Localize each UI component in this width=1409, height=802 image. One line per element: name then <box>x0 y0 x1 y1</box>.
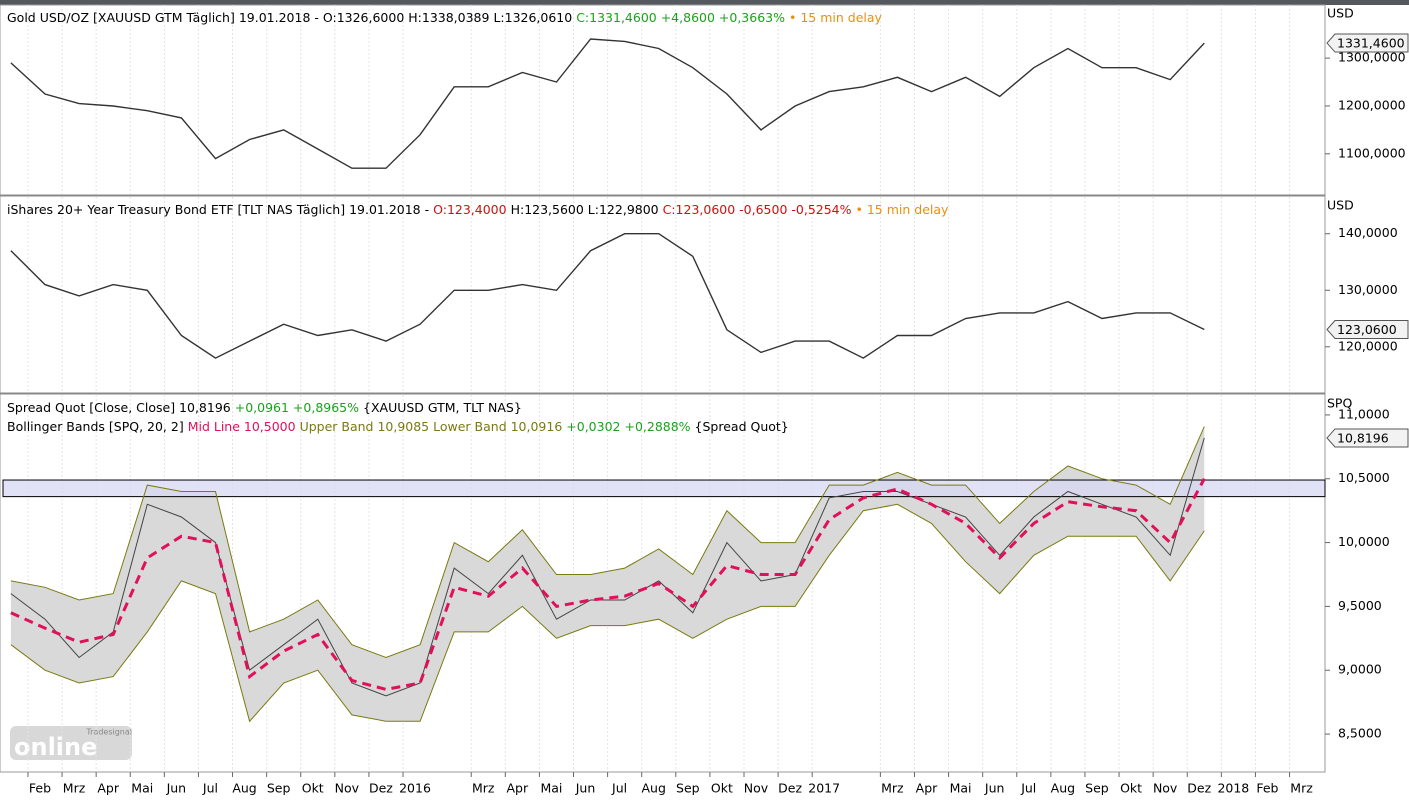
header-part: Upper Band 10,9085 Lower Band 10,0916 <box>300 419 563 434</box>
x-tick-label: Feb <box>1256 781 1278 796</box>
panel-header: Gold USD/OZ [XAUUSD GTM Täglich] 19.01.2… <box>7 10 883 25</box>
highlight-zone <box>2 479 1326 498</box>
y-tick-label: 9,0000 <box>1338 662 1382 677</box>
y-tick-label: 1300,0000 <box>1338 50 1406 65</box>
panel-header: Spread Quot [Close, Close] 10,8196 +0,09… <box>7 400 522 415</box>
panel-header: Bollinger Bands [SPQ, 20, 2] Mid Line 10… <box>7 419 789 434</box>
logo-brand: Tradesignal <box>85 728 132 737</box>
x-tick-label: Aug <box>232 781 256 796</box>
y-tick-label: 1200,0000 <box>1338 97 1406 112</box>
x-tick-label: Mrz <box>472 781 495 796</box>
x-tick-label: Nov <box>1153 781 1178 796</box>
header-part: Mid Line 10,5000 <box>188 419 296 434</box>
x-tick-label: Jun <box>575 781 596 796</box>
y-tick-label: 11,0000 <box>1338 406 1390 421</box>
x-tick-label: Mrz <box>1290 781 1313 796</box>
header-part: {Spread Quot} <box>695 419 789 434</box>
last-value-flag <box>1326 33 1409 53</box>
x-tick-label: Mai <box>950 781 972 796</box>
band-area <box>10 426 1205 722</box>
x-tick-label: Aug <box>641 781 665 796</box>
axis-unit: USD <box>1327 6 1354 21</box>
last-value-label: 1331,4600 <box>1337 36 1405 51</box>
y-tick-label: 130,0000 <box>1338 282 1398 297</box>
x-tick-label: Jul <box>202 781 218 796</box>
plot-frame <box>0 4 1326 773</box>
header-part: O:123,4000 <box>433 202 507 217</box>
axis-unit: SPQ <box>1327 396 1352 411</box>
logo-badge <box>10 726 132 760</box>
panel-header: iShares 20+ Year Treasury Bond ETF [TLT … <box>7 202 949 217</box>
x-tick-label: 2017 <box>808 781 840 796</box>
last-value-flag <box>1326 428 1409 448</box>
y-tick-label: 10,0000 <box>1338 534 1390 549</box>
mid-line <box>10 477 1206 691</box>
x-tick-label: Dez <box>369 781 393 796</box>
last-value-label: 123,0600 <box>1337 322 1397 337</box>
header-part: • 15 min delay <box>789 10 883 25</box>
x-tick-label: Jul <box>1020 781 1036 796</box>
last-value-label: 10,8196 <box>1337 430 1389 445</box>
x-tick-label: Mrz <box>881 781 904 796</box>
top-bar <box>0 0 1409 5</box>
x-tick-label: Mai <box>540 781 562 796</box>
x-tick-label: Apr <box>507 781 529 796</box>
header-part: H:123,5600 L:122,9800 <box>511 202 659 217</box>
header-part: C:1331,4600 +4,8600 +0,3663% <box>576 10 785 25</box>
x-tick-label: Nov <box>744 781 769 796</box>
y-tick-label: 140,0000 <box>1338 225 1398 240</box>
y-tick-label: 10,5000 <box>1338 470 1390 485</box>
x-tick-label: Sep <box>267 781 291 796</box>
header-part: +0,0302 +0,2888% <box>566 419 690 434</box>
x-tick-label: Nov <box>335 781 360 796</box>
header-part: iShares 20+ Year Treasury Bond ETF [TLT … <box>7 202 429 217</box>
x-tick-label: Jun <box>166 781 187 796</box>
x-tick-label: Okt <box>1120 781 1142 796</box>
x-tick-label: Mrz <box>63 781 86 796</box>
price-line <box>10 233 1205 359</box>
spread-line <box>10 437 1205 697</box>
header-part: Bollinger Bands [SPQ, 20, 2] <box>7 419 184 434</box>
header-part: • 15 min delay <box>856 202 950 217</box>
x-tick-label: 2018 <box>1217 781 1249 796</box>
x-tick-label: Apr <box>916 781 938 796</box>
header-part: C:123,0600 -0,6500 -0,5254% <box>663 202 852 217</box>
x-tick-label: Dez <box>778 781 802 796</box>
y-tick-label: 8,5000 <box>1338 726 1382 741</box>
axis-unit: USD <box>1327 198 1354 213</box>
x-tick-label: Sep <box>676 781 700 796</box>
x-tick-label: Dez <box>1187 781 1211 796</box>
price-line <box>10 38 1205 169</box>
x-tick-label: Okt <box>711 781 733 796</box>
logo-product: online <box>14 733 97 761</box>
x-tick-label: Aug <box>1051 781 1075 796</box>
y-tick-label: 9,5000 <box>1338 598 1382 613</box>
last-value-flag <box>1326 319 1409 339</box>
header-part: Gold USD/OZ [XAUUSD GTM Täglich] 19.01.2… <box>7 10 572 25</box>
header-part: Spread Quot [Close, Close] 10,8196 <box>7 400 231 415</box>
x-tick-label: Okt <box>302 781 324 796</box>
x-tick-label: Apr <box>97 781 119 796</box>
band-line <box>10 426 1205 659</box>
x-tick-label: Mai <box>131 781 153 796</box>
x-tick-label: Jul <box>611 781 627 796</box>
y-tick-label: 120,0000 <box>1338 338 1398 353</box>
x-tick-label: Feb <box>29 781 51 796</box>
x-tick-label: 2016 <box>399 781 431 796</box>
header-part: {XAUUSD GTM, TLT NAS} <box>363 400 522 415</box>
band-line <box>10 503 1205 723</box>
header-part: +0,0961 +0,8965% <box>235 400 359 415</box>
y-tick-label: 1100,0000 <box>1338 145 1406 160</box>
x-tick-label: Jun <box>984 781 1005 796</box>
x-tick-label: Sep <box>1085 781 1109 796</box>
